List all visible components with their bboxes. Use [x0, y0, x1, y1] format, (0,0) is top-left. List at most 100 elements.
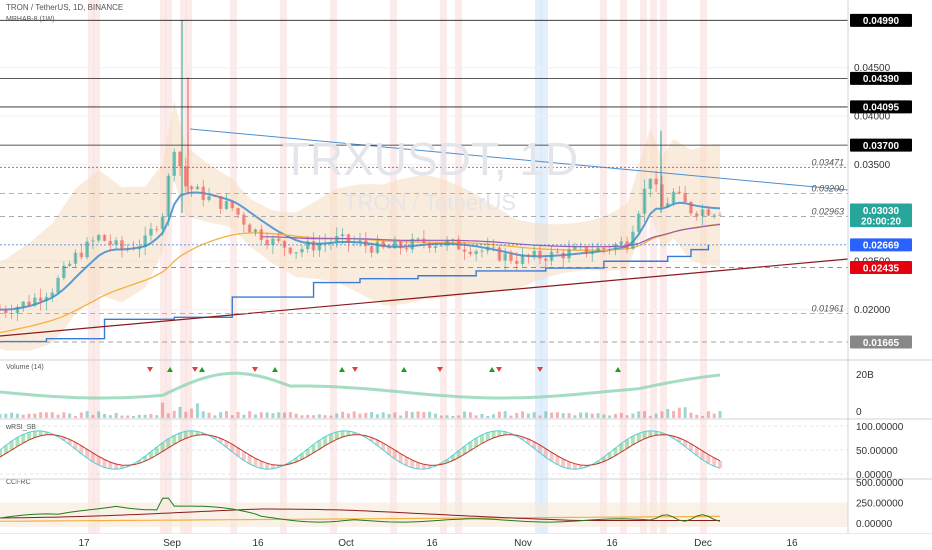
- candle-body: [636, 213, 641, 232]
- price-level-004095-tag: [850, 100, 912, 114]
- candle-body: [259, 229, 264, 240]
- wrsi-pane-label: wRSI_SB: [5, 424, 36, 431]
- candle-body: [427, 243, 432, 248]
- price-level-003700-tag-text: 0.03700: [863, 141, 900, 152]
- candle-body: [201, 186, 206, 200]
- candle-body: [213, 196, 217, 197]
- candle-body: [526, 254, 531, 257]
- candle-body: [79, 252, 84, 258]
- time-axis-tick: Nov: [514, 538, 532, 549]
- volume-bar: [683, 407, 687, 418]
- candle-body: [230, 201, 235, 209]
- volume-bar: [625, 415, 629, 418]
- candle-body: [445, 240, 449, 246]
- candle-body: [538, 250, 542, 259]
- volume-bar: [701, 415, 705, 418]
- cci-signal-line: [0, 515, 720, 522]
- candle-body: [294, 252, 298, 254]
- volume-bar: [317, 414, 321, 418]
- volume-bar: [486, 415, 490, 418]
- support-trendline: [0, 258, 849, 337]
- volume-bar: [335, 413, 339, 418]
- candle-body: [265, 239, 269, 245]
- candle-body: [584, 246, 589, 255]
- volume-bar: [584, 412, 588, 418]
- cci-pane[interactable]: [0, 497, 848, 527]
- price-level-003200-label: 0.03200: [811, 184, 844, 194]
- candle-body: [62, 265, 66, 279]
- candle-body: [346, 234, 351, 243]
- volume-bar: [381, 412, 385, 418]
- candle-body: [137, 246, 142, 250]
- red-signal-column: [660, 0, 667, 533]
- volume-bar: [323, 415, 327, 418]
- candle-body: [85, 241, 89, 258]
- price-level-004390-tag-text: 0.04390: [863, 74, 900, 85]
- volume-bar: [68, 413, 72, 418]
- volume-bar: [492, 414, 496, 418]
- candle-body: [172, 151, 176, 176]
- volume-bar: [648, 415, 652, 418]
- candle-body: [689, 202, 693, 214]
- candle-body: [631, 231, 635, 249]
- candle-body: [509, 253, 513, 261]
- candle-body: [166, 175, 171, 217]
- candle-body: [50, 292, 55, 297]
- volume-bar: [0, 413, 2, 418]
- candle-body: [247, 224, 252, 233]
- candle-body: [236, 208, 240, 215]
- volume-bar: [399, 415, 403, 418]
- red-signal-column: [180, 0, 187, 533]
- candle-body: [305, 241, 310, 250]
- price-level-004095-tag-text: 0.04095: [863, 103, 900, 114]
- buy-marker: [401, 367, 407, 372]
- volume-bar: [85, 411, 89, 418]
- sell-marker: [192, 367, 198, 372]
- volume-bar: [613, 413, 617, 418]
- volume-bar: [672, 411, 676, 418]
- buy-marker: [199, 367, 205, 372]
- candle-body: [474, 251, 478, 255]
- volume-bar: [155, 415, 159, 418]
- volume-bar: [654, 413, 658, 418]
- time-axis[interactable]: 17 Sep 16 Oct 16 Nov 16 Dec 16: [0, 534, 932, 550]
- candle-body: [706, 209, 711, 216]
- volume-bar: [114, 413, 118, 418]
- volume-bar: [712, 413, 716, 418]
- price-pane[interactable]: 0.03471 0.03200 0.02963 0.01961: [0, 19, 849, 351]
- volume-pane[interactable]: [0, 367, 722, 418]
- buy-marker: [489, 367, 495, 372]
- candle-body: [131, 248, 136, 250]
- candle-body: [462, 249, 467, 252]
- candle-body: [96, 234, 101, 241]
- candle-body: [317, 243, 322, 251]
- price-level-lines: 0.03471 0.03200 0.02963 0.01961: [0, 19, 848, 343]
- volume-bar: [306, 414, 310, 418]
- volume-bar: [428, 411, 432, 418]
- sell-marker: [496, 367, 502, 372]
- volume-bar: [79, 412, 83, 418]
- candle-body: [311, 241, 316, 251]
- cci-tick: 500.00000: [856, 478, 904, 489]
- volume-bar: [416, 411, 420, 418]
- volume-bar: [329, 415, 333, 418]
- volume-bar: [596, 413, 600, 418]
- volume-bar: [248, 411, 252, 418]
- candle-body: [0, 309, 2, 311]
- volume-bar: [224, 411, 228, 418]
- buy-marker: [339, 367, 345, 372]
- price-level-200020-tag: [850, 214, 912, 228]
- candle-body: [514, 260, 519, 264]
- volume-bar: [137, 414, 141, 418]
- red-signal-column: [700, 0, 707, 533]
- price-axis-tick: 0.03500: [854, 160, 891, 171]
- candle-body: [439, 245, 444, 247]
- candle-body: [555, 251, 560, 253]
- wrsi-pane[interactable]: [0, 425, 848, 475]
- volume-bar: [590, 413, 594, 418]
- volume-bar: [660, 411, 664, 418]
- price-level-004990-tag: [850, 13, 912, 27]
- candle-body: [700, 209, 705, 216]
